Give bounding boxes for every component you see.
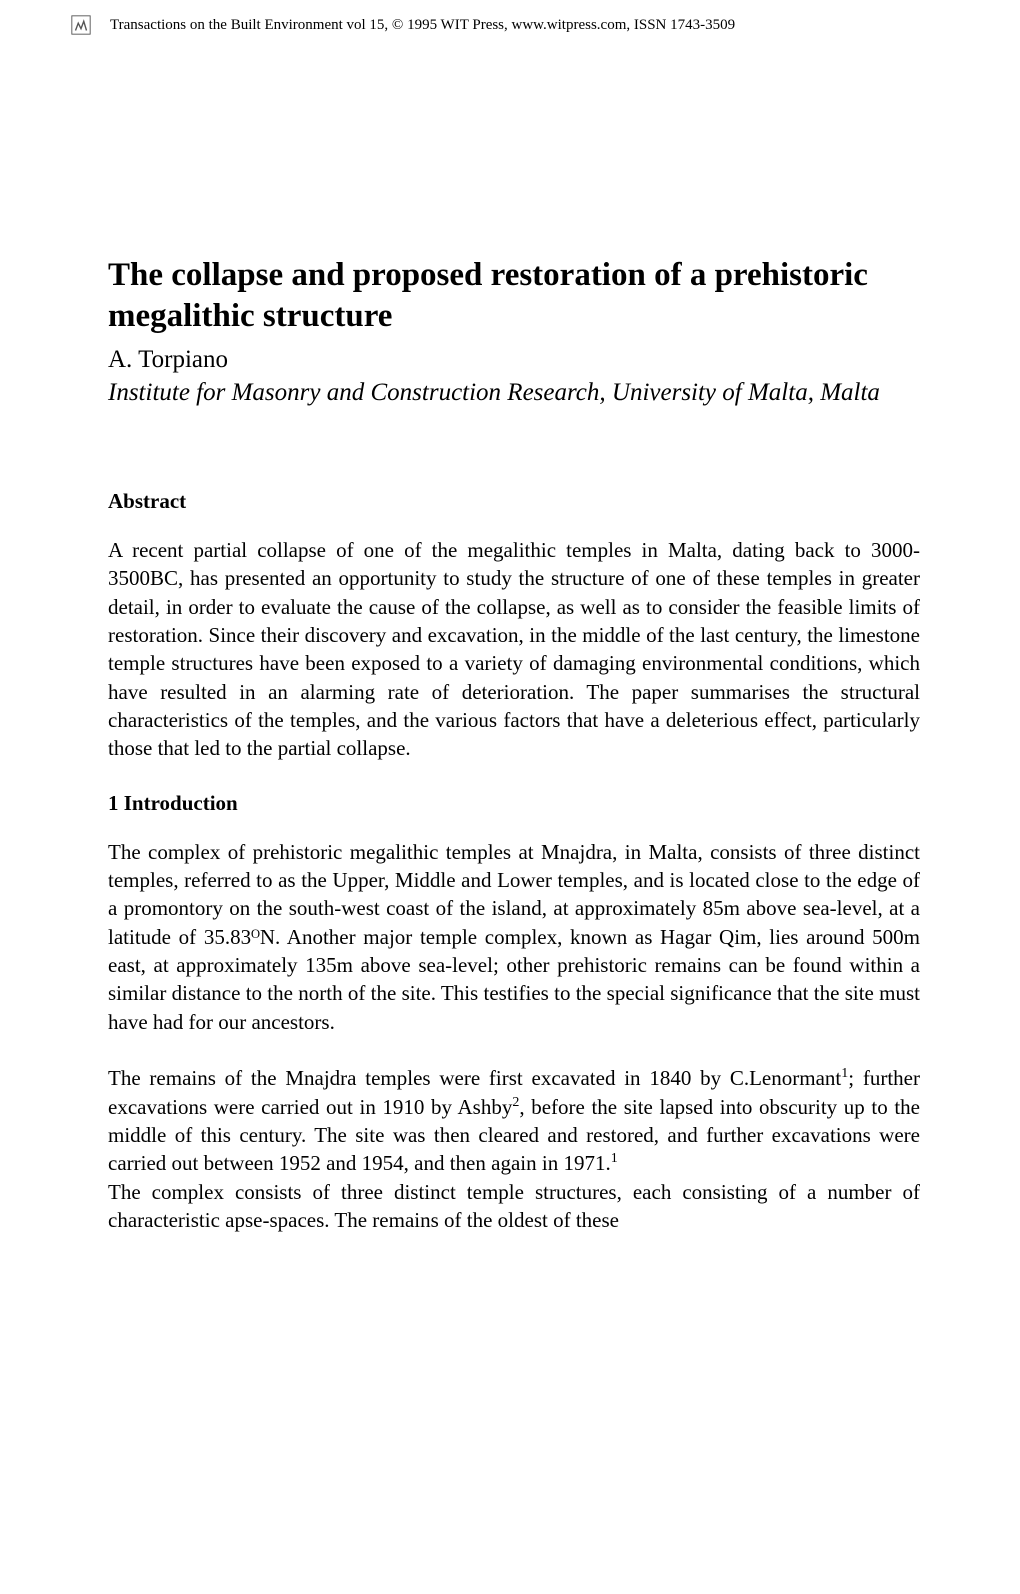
introduction-paragraph-1: The complex of prehistoric megalithic te…: [108, 838, 920, 1036]
introduction-heading: 1 Introduction: [108, 791, 920, 816]
paper-author: A. Torpiano: [108, 346, 920, 374]
page-header: Transactions on the Built Environment vo…: [0, 14, 1020, 36]
introduction-paragraph-3: The complex consists of three distinct t…: [108, 1178, 920, 1235]
citation-ref-3: 1: [611, 1151, 618, 1166]
paper-title: The collapse and proposed restoration of…: [108, 255, 920, 338]
header-citation-text: Transactions on the Built Environment vo…: [110, 17, 735, 34]
introduction-paragraph-2: The remains of the Mnajdra temples were …: [108, 1064, 920, 1177]
paper-affiliation: Institute for Masonry and Construction R…: [108, 377, 920, 410]
abstract-paragraph: A recent partial collapse of one of the …: [108, 536, 920, 763]
paper-content: The collapse and proposed restoration of…: [108, 255, 920, 1234]
abstract-heading: Abstract: [108, 489, 920, 514]
intro-p2-text-pre: The remains of the Mnajdra temples were …: [108, 1066, 841, 1090]
publisher-logo-icon: [70, 14, 92, 36]
